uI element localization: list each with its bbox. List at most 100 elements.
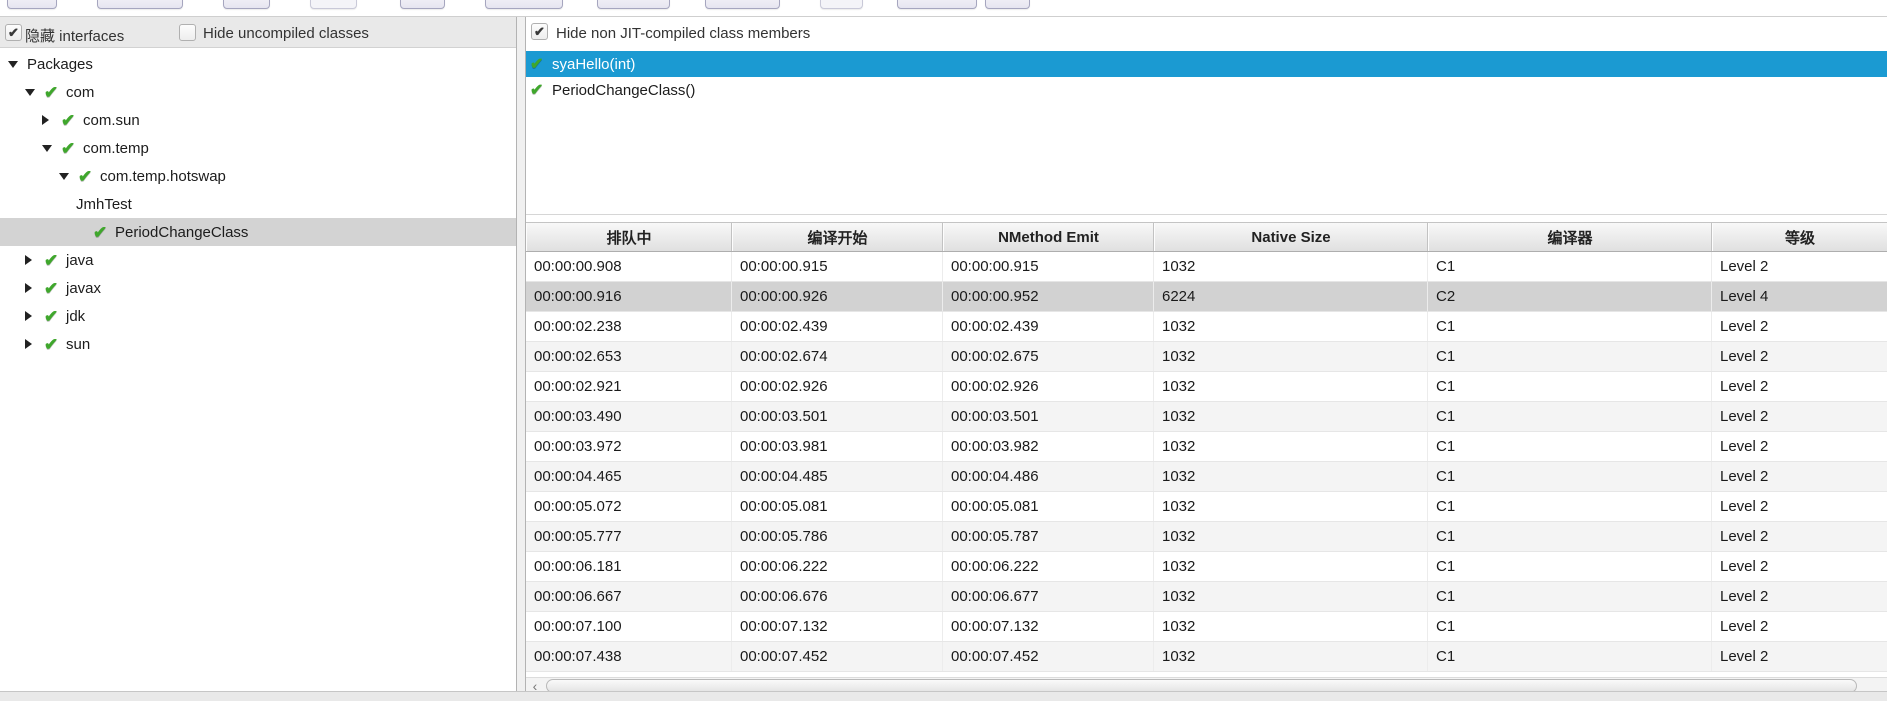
- table-row[interactable]: 00:00:03.490 00:00:03.501 00:00:03.501 1032…: [526, 402, 1887, 432]
- table-cell: 1032: [1154, 462, 1428, 491]
- toolbar-button[interactable]: [7, 0, 57, 9]
- table-row[interactable]: 00:00:06.667 00:00:06.676 00:00:06.677 1032…: [526, 582, 1887, 612]
- tree-item-label: java: [66, 251, 94, 269]
- table-cell: 00:00:02.238: [526, 312, 732, 341]
- hide-uncompiled-checkbox[interactable]: [179, 24, 196, 41]
- column-header[interactable]: 排队中: [526, 223, 732, 251]
- table-cell: 00:00:04.486: [943, 462, 1154, 491]
- table-row[interactable]: 00:00:05.777 00:00:05.786 00:00:05.787 1032…: [526, 522, 1887, 552]
- jit-compiled-check-icon: ✔: [44, 82, 59, 102]
- tree-item-com.sun[interactable]: ✔ com.sun: [0, 106, 516, 134]
- table-cell: 00:00:02.926: [732, 372, 943, 401]
- toolbar-button[interactable]: [400, 0, 445, 9]
- tree-item-label: com: [66, 83, 95, 101]
- toolbar-button[interactable]: [223, 0, 270, 9]
- table-row[interactable]: 00:00:04.465 00:00:04.485 00:00:04.486 1032…: [526, 462, 1887, 492]
- tree-item-java[interactable]: ✔ java: [0, 246, 516, 274]
- toolbar-button[interactable]: [597, 0, 670, 9]
- table-cell: 1032: [1154, 432, 1428, 461]
- chevron-down-icon[interactable]: [42, 144, 61, 152]
- package-tree-panel: ✔ 隐藏 interfaces Hide uncompiled classes …: [0, 17, 517, 691]
- table-row[interactable]: 00:00:07.438 00:00:07.452 00:00:07.452 1032…: [526, 642, 1887, 672]
- table-cell: Level 2: [1720, 348, 1769, 365]
- chevron-right-icon[interactable]: [25, 283, 44, 293]
- tree-item-com.temp.hotswap[interactable]: ✔ com.temp.hotswap: [0, 162, 516, 190]
- table-cell: Level 2: [1720, 558, 1769, 575]
- jit-compiled-check-icon: ✔: [93, 222, 108, 242]
- member-item[interactable]: ✔ syaHello(int): [526, 51, 1887, 77]
- table-row[interactable]: 00:00:02.653 00:00:02.674 00:00:02.675 1032…: [526, 342, 1887, 372]
- hide-interfaces-label: 隐藏 interfaces: [25, 28, 125, 45]
- table-row[interactable]: 00:00:03.972 00:00:03.981 00:00:03.982 1032…: [526, 432, 1887, 462]
- table-cell: 1032: [1154, 552, 1428, 581]
- table-row[interactable]: 00:00:07.100 00:00:07.132 00:00:07.132 1032…: [526, 612, 1887, 642]
- jit-compiled-check-icon: ✔: [44, 278, 59, 298]
- chevron-right-icon[interactable]: [25, 339, 44, 349]
- table-cell: Level 2: [1720, 588, 1769, 605]
- table-cell: C1: [1428, 522, 1712, 551]
- column-header[interactable]: 编译器: [1428, 223, 1712, 251]
- chevron-down-icon[interactable]: [25, 88, 44, 96]
- toolbar-button[interactable]: [820, 0, 863, 9]
- column-header[interactable]: Native Size: [1154, 223, 1428, 251]
- table-cell: 00:00:03.501: [943, 402, 1154, 431]
- table-cell: 00:00:07.452: [732, 642, 943, 671]
- member-table-divider: [526, 214, 1887, 215]
- table-cell: Level 2: [1720, 648, 1769, 665]
- table-cell: C1: [1428, 462, 1712, 491]
- table-cell: 1032: [1154, 372, 1428, 401]
- table-row[interactable]: 00:00:02.238 00:00:02.439 00:00:02.439 1032…: [526, 312, 1887, 342]
- tree-item-JmhTest[interactable]: JmhTest: [0, 190, 516, 218]
- table-cell: 00:00:05.777: [526, 522, 732, 551]
- toolbar-button[interactable]: [985, 0, 1030, 9]
- chevron-down-icon[interactable]: [8, 60, 27, 68]
- tree-item-PeriodChangeClass[interactable]: ✔ PeriodChangeClass: [0, 218, 516, 246]
- toolbar-button[interactable]: [310, 0, 357, 9]
- hide-non-jit-checkbox[interactable]: ✔: [531, 23, 548, 40]
- tree-item-label: sun: [66, 335, 91, 353]
- table-row[interactable]: 00:00:02.921 00:00:02.926 00:00:02.926 1032…: [526, 372, 1887, 402]
- tree-item-jdk[interactable]: ✔ jdk: [0, 302, 516, 330]
- table-cell: 00:00:04.465: [526, 462, 732, 491]
- toolbar-button[interactable]: [705, 0, 780, 9]
- compilation-table: 排队中 编译开始 NMethod Emit Native Size 编译器 等级 00:0…: [526, 222, 1887, 672]
- table-cell: 1032: [1154, 642, 1428, 671]
- member-item[interactable]: ✔ PeriodChangeClass(): [526, 77, 1887, 103]
- column-header[interactable]: 编译开始: [732, 223, 943, 251]
- tree-item-com[interactable]: ✔ com: [0, 78, 516, 106]
- table-cell: 1032: [1154, 522, 1428, 551]
- tree-item-Packages[interactable]: Packages: [0, 50, 516, 78]
- tree-item-sun[interactable]: ✔ sun: [0, 330, 516, 358]
- jit-compiled-check-icon: ✔: [78, 166, 93, 186]
- jit-compiled-check-icon: ✔: [530, 55, 544, 73]
- table-cell: 1032: [1154, 582, 1428, 611]
- column-header[interactable]: NMethod Emit: [943, 223, 1154, 251]
- toolbar-button[interactable]: [897, 0, 977, 9]
- tree-item-com.temp[interactable]: ✔ com.temp: [0, 134, 516, 162]
- panel-splitter[interactable]: [517, 17, 526, 691]
- tree-item-javax[interactable]: ✔ javax: [0, 274, 516, 302]
- hide-interfaces-checkbox[interactable]: ✔: [5, 24, 22, 41]
- table-row[interactable]: 00:00:06.181 00:00:06.222 00:00:06.222 1032…: [526, 552, 1887, 582]
- table-cell: 00:00:07.132: [732, 612, 943, 641]
- class-members-panel: ✔ Hide non JIT-compiled class members ✔ s…: [526, 17, 1887, 694]
- column-header[interactable]: 等级: [1712, 223, 1887, 251]
- table-cell: Level 2: [1720, 618, 1769, 635]
- toolbar-button[interactable]: [485, 0, 563, 9]
- table-cell: 00:00:02.921: [526, 372, 732, 401]
- toolbar-button[interactable]: [97, 0, 183, 9]
- chevron-right-icon[interactable]: [25, 311, 44, 321]
- table-row[interactable]: 00:00:00.916 00:00:00.926 00:00:00.952 6224…: [526, 282, 1887, 312]
- table-row[interactable]: 00:00:00.908 00:00:00.915 00:00:00.915 1032…: [526, 252, 1887, 282]
- table-cell: Level 4: [1720, 288, 1769, 305]
- chevron-down-icon[interactable]: [59, 172, 78, 180]
- table-cell: 1032: [1154, 612, 1428, 641]
- chevron-right-icon[interactable]: [42, 115, 61, 125]
- tree-item-label: JmhTest: [76, 195, 132, 213]
- jit-compiled-check-icon: ✔: [44, 250, 59, 270]
- table-header-row: 排队中 编译开始 NMethod Emit Native Size 编译器 等级: [526, 222, 1887, 252]
- chevron-right-icon[interactable]: [25, 255, 44, 265]
- table-row[interactable]: 00:00:05.072 00:00:05.081 00:00:05.081 1032…: [526, 492, 1887, 522]
- table-cell: C1: [1428, 582, 1712, 611]
- scroll-left-button[interactable]: ‹: [532, 678, 538, 694]
